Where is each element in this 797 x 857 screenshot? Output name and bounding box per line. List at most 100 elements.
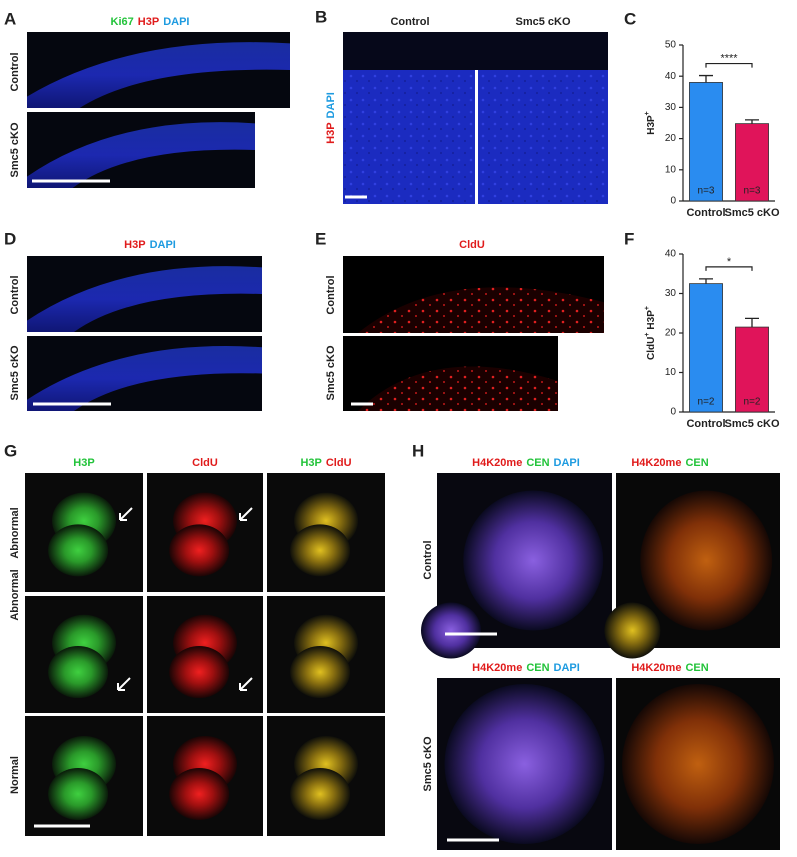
cell (622, 684, 774, 844)
micrographs (25, 32, 780, 850)
stain-label: H3P (73, 457, 94, 469)
stain-label: H3P DAPI (325, 92, 337, 144)
stain-word: Ki67 (111, 16, 134, 28)
cell (48, 646, 109, 699)
cell (640, 490, 773, 631)
bar (735, 123, 769, 202)
stain-word: CldU (192, 457, 218, 469)
stain-word: CEN (685, 457, 708, 469)
significance-bracket (705, 266, 753, 271)
y-label-sup: + (644, 306, 651, 310)
y-tick-label: 30 (665, 102, 677, 113)
row-label: Smc5 cKO (422, 736, 434, 791)
stain-word: DAPI (325, 92, 337, 118)
stain-label: CldU (192, 457, 218, 469)
panel-letter: B (315, 7, 327, 26)
tissue (358, 287, 604, 333)
bar-note: n=2 (744, 397, 761, 408)
y-label-part: H3P (646, 115, 657, 135)
error-bar (699, 278, 713, 284)
panel-letter: C (624, 9, 636, 28)
cell (169, 524, 230, 577)
error-bar (745, 119, 759, 124)
y-tick-label: 30 (665, 288, 677, 299)
cell (48, 524, 109, 577)
panel-letter: A (4, 9, 16, 28)
significance-bracket (705, 62, 753, 68)
stain-word: DAPI (554, 662, 580, 674)
tissue (27, 346, 262, 411)
y-tick-label: 40 (665, 249, 677, 260)
row-label: Abnormal (9, 507, 21, 558)
stain-word: H3P (73, 457, 94, 469)
y-tick-label: 40 (665, 71, 677, 82)
row-label: Control (422, 540, 434, 579)
stain-label: H4K20me CEN (631, 457, 708, 469)
cell (444, 684, 605, 844)
y-label-part: CldU (646, 337, 657, 360)
row-label: Smc5 cKO (9, 345, 21, 400)
panel-letter: D (4, 229, 16, 248)
error-bar (699, 74, 713, 83)
bar (735, 326, 769, 413)
y-tick-label: 0 (670, 196, 676, 207)
column-label: Control (390, 16, 429, 28)
cell (463, 490, 604, 631)
arrow (239, 677, 253, 691)
y-label-sup: + (644, 111, 651, 115)
stain-word: H3P (138, 16, 159, 28)
tissue (27, 266, 262, 332)
y-tick-label: 10 (665, 164, 677, 175)
bar-note: n=3 (744, 186, 761, 197)
y-tick-label: 50 (665, 40, 677, 51)
stain-word: CldU (459, 239, 485, 251)
stain-word: DAPI (150, 239, 176, 251)
significance: **** (720, 52, 738, 64)
row-label: Control (9, 52, 21, 91)
stain-label: H3P CldU (300, 457, 351, 469)
arrow (117, 677, 131, 691)
row-label: Normal (9, 756, 21, 794)
stain-word: CldU (326, 457, 352, 469)
stain-label: Ki67 H3P DAPI (111, 16, 190, 28)
x-tick-label: Control (686, 418, 725, 430)
bar-note: n=2 (698, 397, 715, 408)
y-tick-label: 0 (670, 407, 676, 418)
stain-label: H3P DAPI (124, 239, 176, 251)
cell (169, 768, 230, 820)
cell (604, 602, 661, 659)
stain-word: H4K20me (631, 457, 681, 469)
stain-word: CEN (526, 662, 549, 674)
stain-word: DAPI (554, 457, 580, 469)
column-label: Smc5 cKO (515, 16, 570, 28)
stain-word: CEN (526, 457, 549, 469)
stain-word: H3P (124, 239, 145, 251)
cell (169, 646, 230, 699)
stain-word: H4K20me (472, 662, 522, 674)
stain-word: H3P (300, 457, 321, 469)
cell (421, 602, 481, 659)
row-label: Abnormal (9, 569, 21, 620)
arrow (119, 507, 133, 521)
stain-label: H4K20me CEN DAPI (472, 457, 580, 469)
cell (48, 768, 109, 820)
stain-label: CldU (459, 239, 485, 251)
cell (290, 524, 351, 577)
tissue (27, 42, 290, 109)
stain-word: DAPI (163, 16, 189, 28)
y-tick-label: 20 (665, 133, 677, 144)
bar (689, 82, 723, 202)
ventricle (343, 32, 608, 70)
stain-word: H4K20me (631, 662, 681, 674)
x-tick-label: Smc5 cKO (724, 418, 779, 430)
stain-word: H3P (325, 122, 337, 143)
row-label: Control (325, 275, 337, 314)
x-tick-label: Smc5 cKO (724, 207, 779, 219)
panel-letter: F (624, 229, 634, 248)
bar (689, 283, 723, 413)
panel-letter: E (315, 229, 326, 248)
bar-note: n=3 (698, 186, 715, 197)
row-label: Smc5 cKO (325, 345, 337, 400)
error-bar (745, 317, 759, 328)
